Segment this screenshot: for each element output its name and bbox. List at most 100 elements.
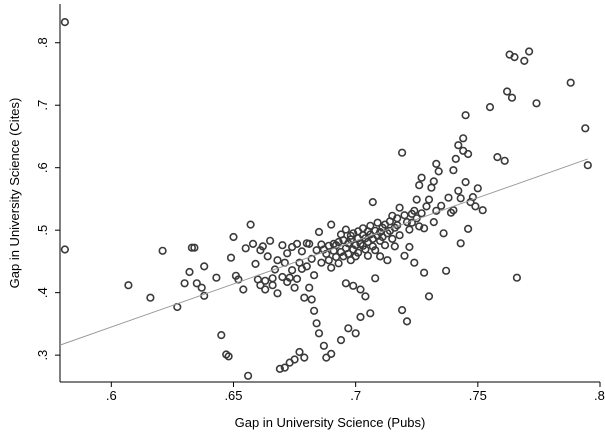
y-tick-label: .8 [35, 37, 50, 48]
scatter-point [454, 141, 463, 150]
scatter-point [478, 206, 487, 215]
scatter-point [319, 341, 329, 350]
scatter-point [380, 241, 390, 250]
scatter-point [60, 245, 70, 254]
scatter-point [464, 149, 473, 159]
x-axis-ticks: .6 .65 .7 .75 .8 [106, 382, 605, 403]
x-tick-label: .8 [594, 388, 605, 403]
scatter-point [363, 251, 373, 260]
scatter-point [402, 218, 412, 227]
scatter-point [493, 153, 502, 162]
scatter-point [310, 306, 319, 315]
scatter-point [424, 195, 434, 204]
scatter-point [356, 285, 365, 294]
scatter-point [461, 111, 470, 120]
scatter-point [485, 102, 495, 112]
scatter-point [371, 246, 380, 255]
scatter-point [185, 267, 194, 277]
scatter-point [410, 258, 419, 267]
scatter-point [244, 371, 253, 380]
scatter-points [60, 18, 592, 380]
scatter-point [349, 281, 358, 290]
scatter-point [283, 249, 292, 258]
scatter-point [512, 273, 522, 282]
scatter-point [449, 166, 458, 175]
scatter-point [261, 285, 270, 294]
y-tick-label: .3 [35, 350, 50, 361]
scatter-point [442, 266, 451, 275]
scatter-point [307, 295, 316, 304]
scatter-point [266, 236, 275, 245]
scatter-point [388, 234, 397, 243]
scatter-point [402, 317, 412, 326]
scatter-point [270, 265, 280, 274]
scatter-point [234, 275, 243, 284]
scatter-point [327, 220, 336, 229]
y-tick-label: .4 [35, 287, 50, 298]
scatter-point [346, 256, 355, 265]
y-tick-label: .6 [35, 162, 50, 173]
scatter-point [224, 352, 233, 361]
scatter-point [327, 263, 336, 272]
scatter-point [412, 195, 421, 204]
scatter-point [429, 177, 438, 186]
scatter-point [356, 312, 365, 322]
scatter-point [305, 283, 314, 292]
scatter-point [226, 253, 236, 262]
x-tick-label: .6 [106, 388, 117, 403]
scatter-point [295, 347, 304, 357]
scatter-point [285, 273, 294, 282]
scatter-point [288, 266, 297, 275]
scatter-point [261, 276, 270, 285]
scatter-point [500, 156, 509, 165]
scatter-point [439, 229, 448, 238]
scatter-point [400, 251, 409, 260]
scatter-point [124, 281, 133, 290]
y-tick-label: .5 [35, 225, 50, 236]
scatter-point [398, 148, 407, 157]
scatter-point [405, 242, 414, 252]
scatter-point [422, 202, 431, 211]
scatter-point [263, 252, 272, 261]
scatter-point [278, 241, 287, 250]
scatter-point [432, 159, 441, 168]
scatter-point [217, 331, 226, 340]
scatter-point [461, 178, 470, 187]
scatter-point [349, 229, 358, 238]
scatter-point [415, 181, 424, 190]
scatter-point [398, 306, 407, 315]
scatter-point [464, 224, 473, 233]
scatter-point [246, 220, 255, 229]
scatter-point [273, 289, 282, 298]
scatter-point [471, 202, 480, 211]
scatter-point [314, 227, 324, 237]
scatter-point [366, 309, 375, 318]
x-tick-label: .7 [350, 388, 361, 403]
scatter-point [373, 218, 382, 227]
scatter-point [390, 242, 399, 251]
scatter-point [312, 246, 321, 255]
scatter-point [280, 363, 289, 372]
scatter-point [258, 242, 267, 251]
scatter-point [583, 161, 592, 170]
scatter-point [275, 364, 285, 374]
scatter-point [268, 274, 277, 283]
y-axis-title: Gap in University Science (Cites) [7, 98, 22, 289]
scatter-point [400, 211, 409, 220]
scatter-point [146, 293, 155, 302]
x-tick-label: .75 [469, 388, 487, 403]
scatter-point [251, 259, 260, 269]
scatter-point [383, 256, 392, 265]
y-axis-ticks: .3 .4 .5 .6 .7 .8 [35, 37, 60, 361]
scatter-point [451, 154, 460, 163]
x-axis-title: Gap in University Science (Pubs) [235, 415, 426, 430]
scatter-point [361, 292, 370, 301]
scatter-point [429, 218, 438, 227]
scatter-point [437, 201, 446, 210]
scatter-point [510, 52, 519, 62]
scatter-point [192, 279, 201, 288]
scatter-point [200, 262, 209, 271]
scatter-point [532, 99, 541, 108]
scatter-point [376, 252, 385, 261]
scatter-point [456, 239, 465, 248]
